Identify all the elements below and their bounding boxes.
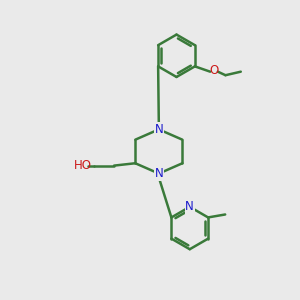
Text: O: O bbox=[209, 64, 219, 77]
Text: N: N bbox=[185, 200, 194, 213]
Text: HO: HO bbox=[74, 159, 92, 172]
Text: N: N bbox=[154, 167, 163, 180]
Text: N: N bbox=[154, 123, 163, 136]
